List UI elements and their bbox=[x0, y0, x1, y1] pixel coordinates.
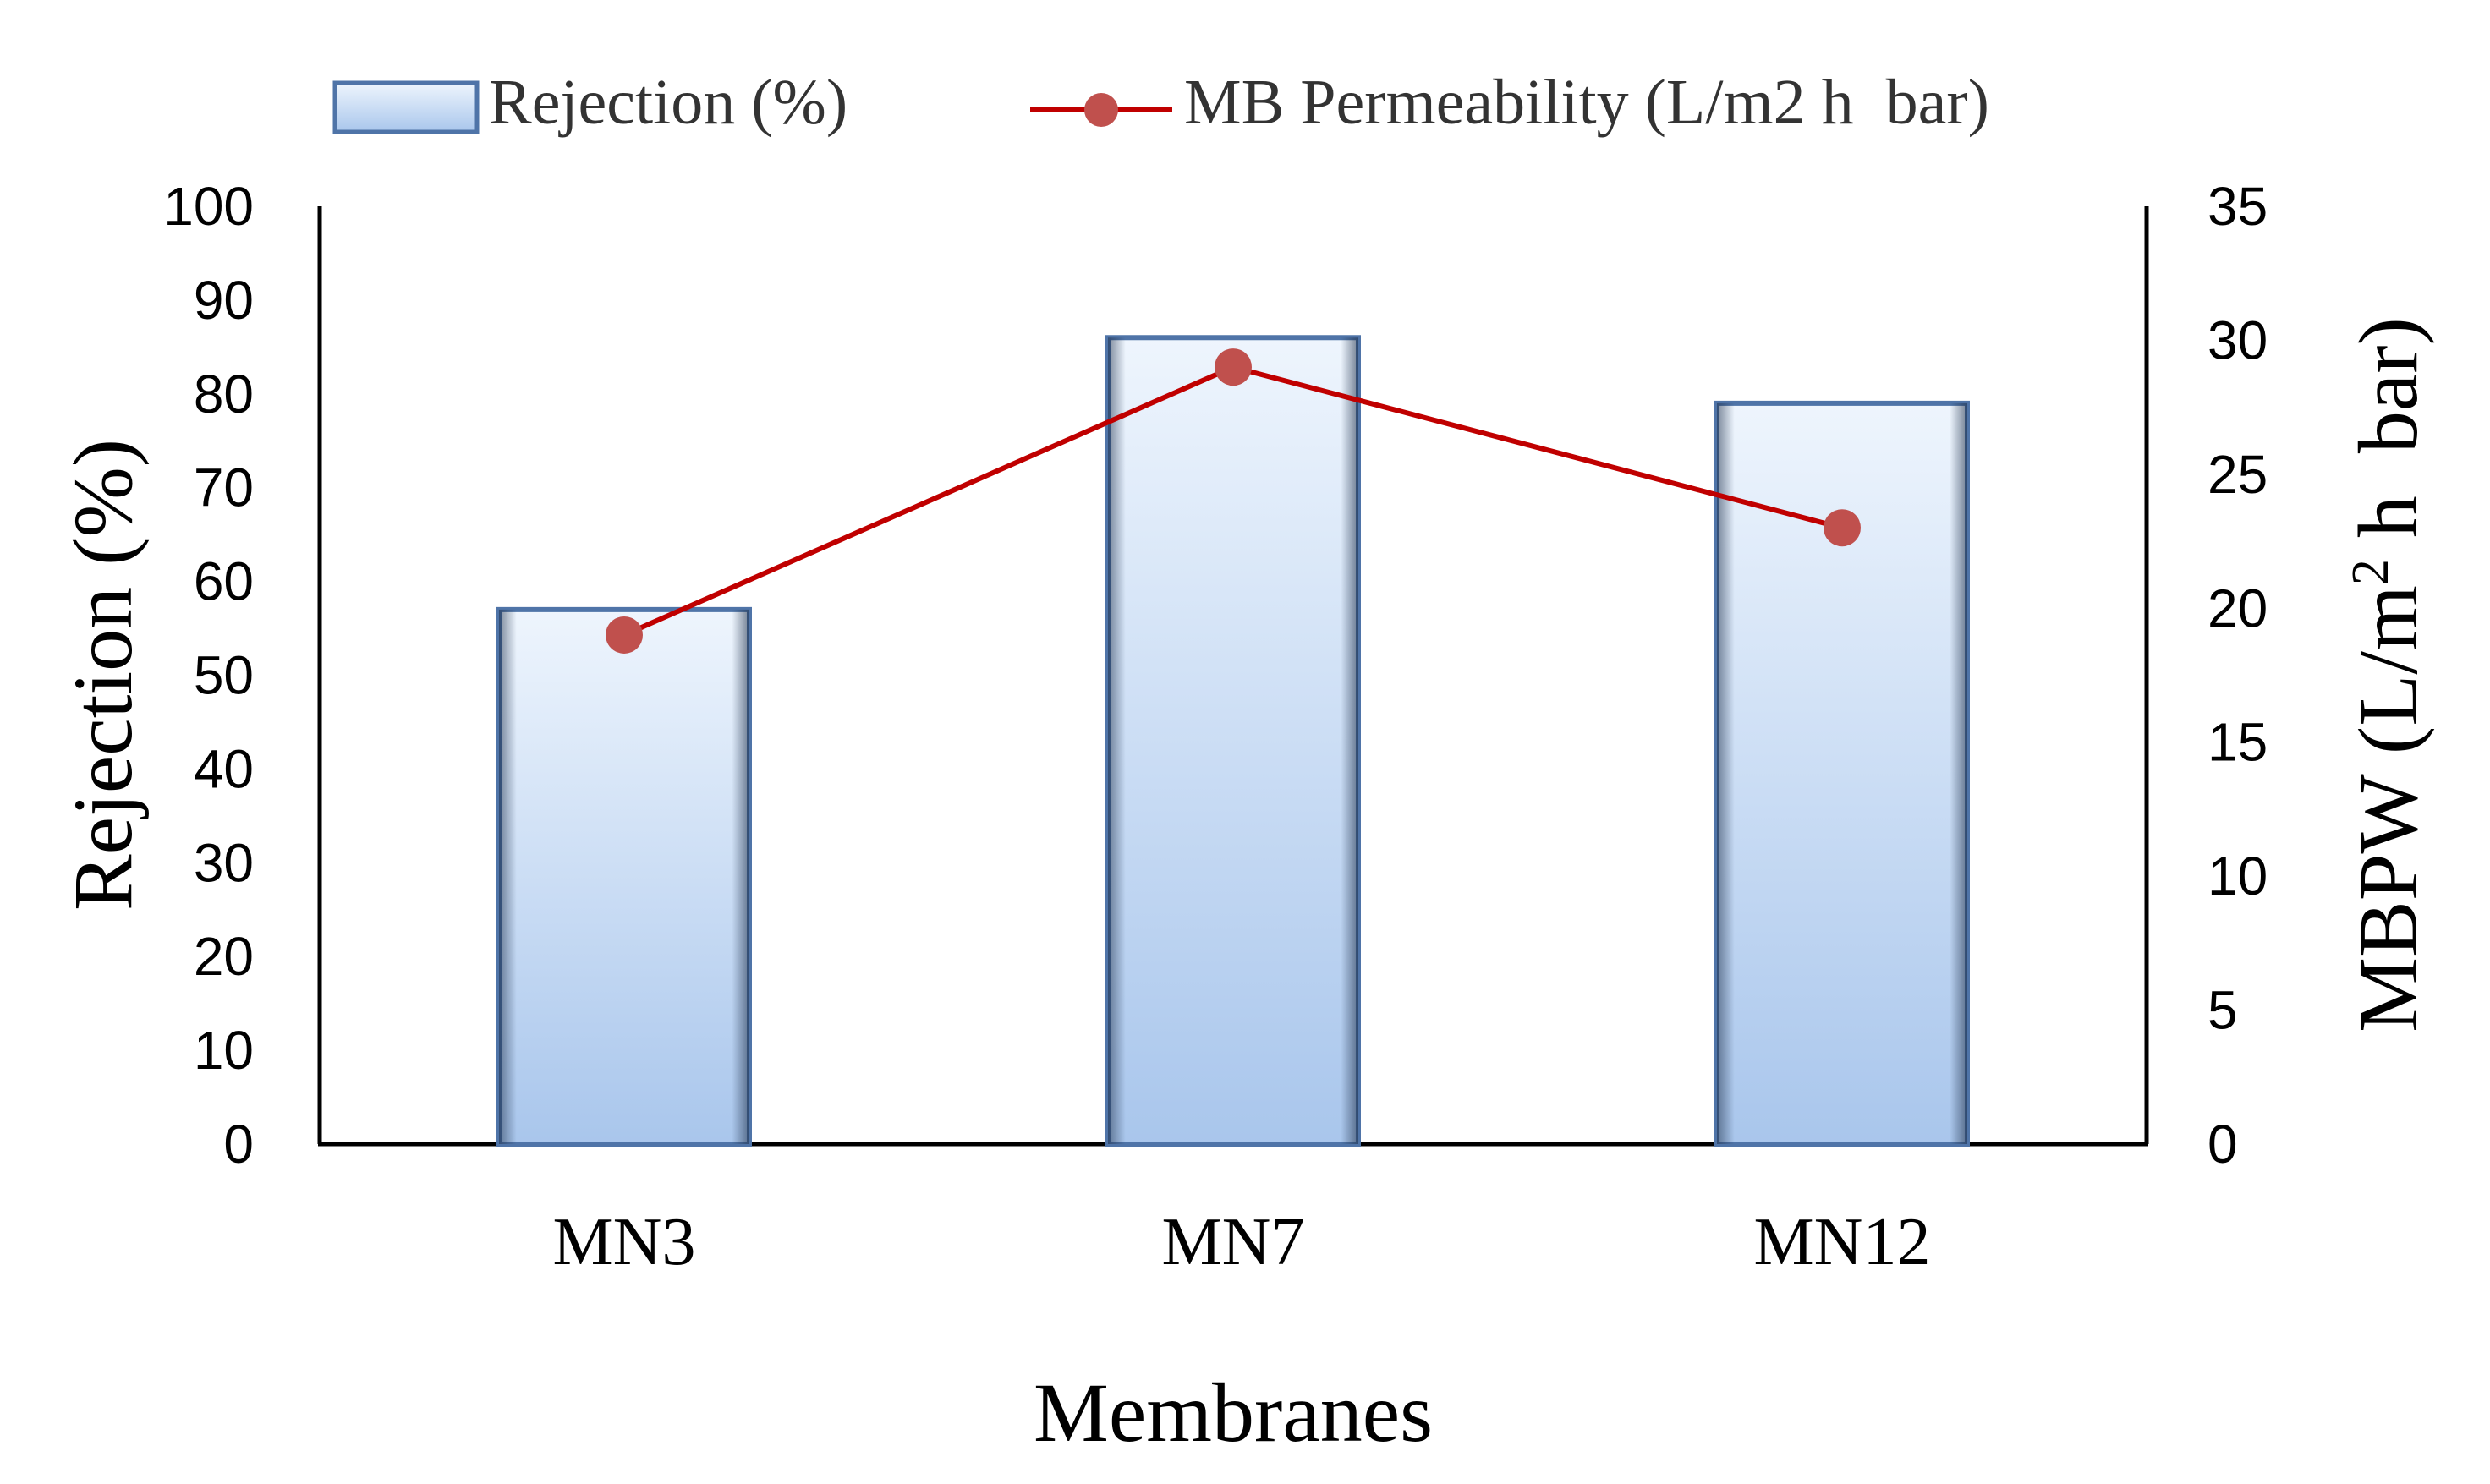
y2-tick-label: 30 bbox=[2208, 309, 2268, 370]
y-tick-label: 90 bbox=[194, 270, 254, 331]
x-tick-label: MN7 bbox=[1162, 1205, 1305, 1279]
permeability-point-mn7 bbox=[1215, 348, 1252, 386]
permeability-point-mn12 bbox=[1824, 509, 1861, 547]
y-tick-label: 100 bbox=[163, 176, 254, 237]
right-tick-labels: 0 5 10 15 20 25 30 35 bbox=[2208, 176, 2268, 1175]
y-tick-label: 0 bbox=[223, 1114, 254, 1175]
legend: Rejection (%) MB Permeability (L/m2 h ba… bbox=[332, 67, 1989, 138]
bar-shading bbox=[499, 609, 749, 1144]
y-tick-label: 80 bbox=[194, 364, 254, 424]
permeability-point-mn3 bbox=[606, 616, 643, 654]
y2-tick-label: 15 bbox=[2208, 712, 2268, 773]
y-tick-label: 50 bbox=[194, 645, 254, 706]
y-tick-label: 20 bbox=[194, 926, 254, 987]
bar-series bbox=[496, 335, 1970, 1147]
line-series bbox=[606, 348, 1861, 654]
legend-swatch-rejection bbox=[332, 80, 480, 134]
y2-tick-label: 0 bbox=[2208, 1114, 2238, 1175]
x-tick-label: MN12 bbox=[1754, 1205, 1931, 1279]
y-tick-label: 70 bbox=[194, 457, 254, 518]
bar-shading bbox=[1108, 337, 1358, 1144]
y-tick-label: 10 bbox=[194, 1020, 254, 1081]
y2-tick-label: 20 bbox=[2208, 578, 2268, 638]
legend-label-permeability: MB Permeability (L/m2 h bar) bbox=[1184, 67, 1989, 138]
x-tick-label: MN3 bbox=[553, 1205, 696, 1279]
y-tick-label: 40 bbox=[194, 738, 254, 799]
y2-tick-label: 35 bbox=[2208, 176, 2268, 237]
legend-label-rejection: Rejection (%) bbox=[489, 67, 847, 138]
legend-swatch-marker bbox=[1084, 93, 1118, 127]
y-tick-label: 60 bbox=[194, 551, 254, 612]
y2-tick-label: 25 bbox=[2208, 444, 2268, 505]
y2-axis-title: MBPW (L/m2 h bar) bbox=[2341, 317, 2435, 1032]
y-axis-title: Rejection (%) bbox=[56, 439, 150, 911]
y-tick-label: 30 bbox=[194, 832, 254, 893]
x-tick-labels: MN3 MN7 MN12 bbox=[553, 1205, 1931, 1279]
x-axis-title: Membranes bbox=[1034, 1366, 1433, 1459]
left-tick-labels: 0 10 20 30 40 50 60 70 80 90 100 bbox=[163, 176, 254, 1175]
y2-tick-label: 10 bbox=[2208, 846, 2268, 906]
y2-tick-label: 5 bbox=[2208, 980, 2238, 1041]
